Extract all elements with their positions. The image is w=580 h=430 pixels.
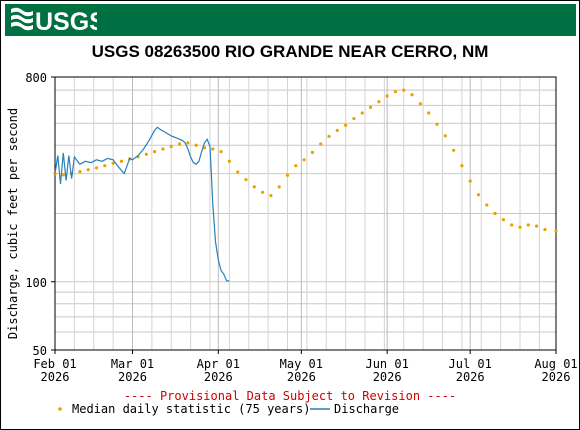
x-tick-label: Aug 01 xyxy=(534,357,577,371)
median-point xyxy=(477,193,480,196)
median-point xyxy=(419,102,422,105)
median-point xyxy=(502,218,505,221)
x-tick-label: Jul 01 xyxy=(449,357,492,371)
median-point xyxy=(195,144,198,147)
legend-median-label: Median daily statistic (75 years) xyxy=(72,402,310,416)
median-point xyxy=(377,100,380,103)
x-tick-label: Jun 01 xyxy=(365,357,408,371)
median-point xyxy=(103,164,106,167)
median-point xyxy=(145,153,148,156)
median-point xyxy=(236,170,239,173)
median-point xyxy=(161,147,164,150)
median-point xyxy=(554,229,557,232)
median-point xyxy=(211,147,214,150)
y-axis-label: Discharge, cubic feet per second xyxy=(6,108,20,339)
median-point xyxy=(410,93,413,96)
median-point xyxy=(186,141,189,144)
median-point xyxy=(219,150,222,153)
median-point xyxy=(485,203,488,206)
median-point xyxy=(278,185,281,188)
median-point xyxy=(527,223,530,226)
median-point xyxy=(303,158,306,161)
x-tick-year: 2026 xyxy=(373,370,402,384)
x-tick-label: Apr 01 xyxy=(197,357,240,371)
legend-median-marker xyxy=(58,407,62,411)
median-point xyxy=(460,164,463,167)
median-point xyxy=(294,164,297,167)
x-tick-label: Mar 01 xyxy=(111,357,154,371)
legend-discharge-label: Discharge xyxy=(334,402,399,416)
median-point xyxy=(435,123,438,126)
median-point xyxy=(178,142,181,145)
x-tick-label: May 01 xyxy=(280,357,323,371)
median-point xyxy=(369,106,372,109)
median-point xyxy=(319,142,322,145)
median-point xyxy=(344,124,347,127)
median-point xyxy=(394,90,397,93)
median-point xyxy=(510,223,513,226)
x-tick-year: 2026 xyxy=(456,370,485,384)
x-tick-year: 2026 xyxy=(204,370,233,384)
median-point xyxy=(244,178,247,181)
median-point xyxy=(311,151,314,154)
median-point xyxy=(170,145,173,148)
median-point xyxy=(518,226,521,229)
median-point xyxy=(78,170,81,173)
x-tick-year: 2026 xyxy=(542,370,571,384)
median-point xyxy=(402,89,405,92)
median-point xyxy=(120,160,123,163)
median-point xyxy=(95,166,98,169)
median-point xyxy=(427,111,430,114)
median-point xyxy=(386,94,389,97)
median-point xyxy=(228,160,231,163)
median-point xyxy=(444,134,447,137)
median-point xyxy=(494,212,497,215)
x-tick-label: Feb 01 xyxy=(33,357,76,371)
median-point xyxy=(361,111,364,114)
median-point xyxy=(269,194,272,197)
x-tick-year: 2026 xyxy=(118,370,147,384)
median-point xyxy=(327,135,330,138)
y-tick-label: 800 xyxy=(25,71,47,85)
median-point xyxy=(87,168,90,171)
median-point xyxy=(469,179,472,182)
y-tick-label: 50 xyxy=(33,344,47,358)
median-point xyxy=(253,185,256,188)
median-point xyxy=(543,228,546,231)
x-tick-year: 2026 xyxy=(287,370,316,384)
x-tick-year: 2026 xyxy=(41,370,70,384)
median-point xyxy=(352,117,355,120)
median-point xyxy=(535,224,538,227)
median-point xyxy=(153,150,156,153)
median-point xyxy=(336,129,339,132)
median-point xyxy=(286,174,289,177)
y-tick-label: 100 xyxy=(25,276,47,290)
median-point xyxy=(62,173,65,176)
median-point xyxy=(452,149,455,152)
median-point xyxy=(261,191,264,194)
provisional-note: ---- Provisional Data Subject to Revisio… xyxy=(124,389,456,403)
discharge-line xyxy=(55,127,229,280)
